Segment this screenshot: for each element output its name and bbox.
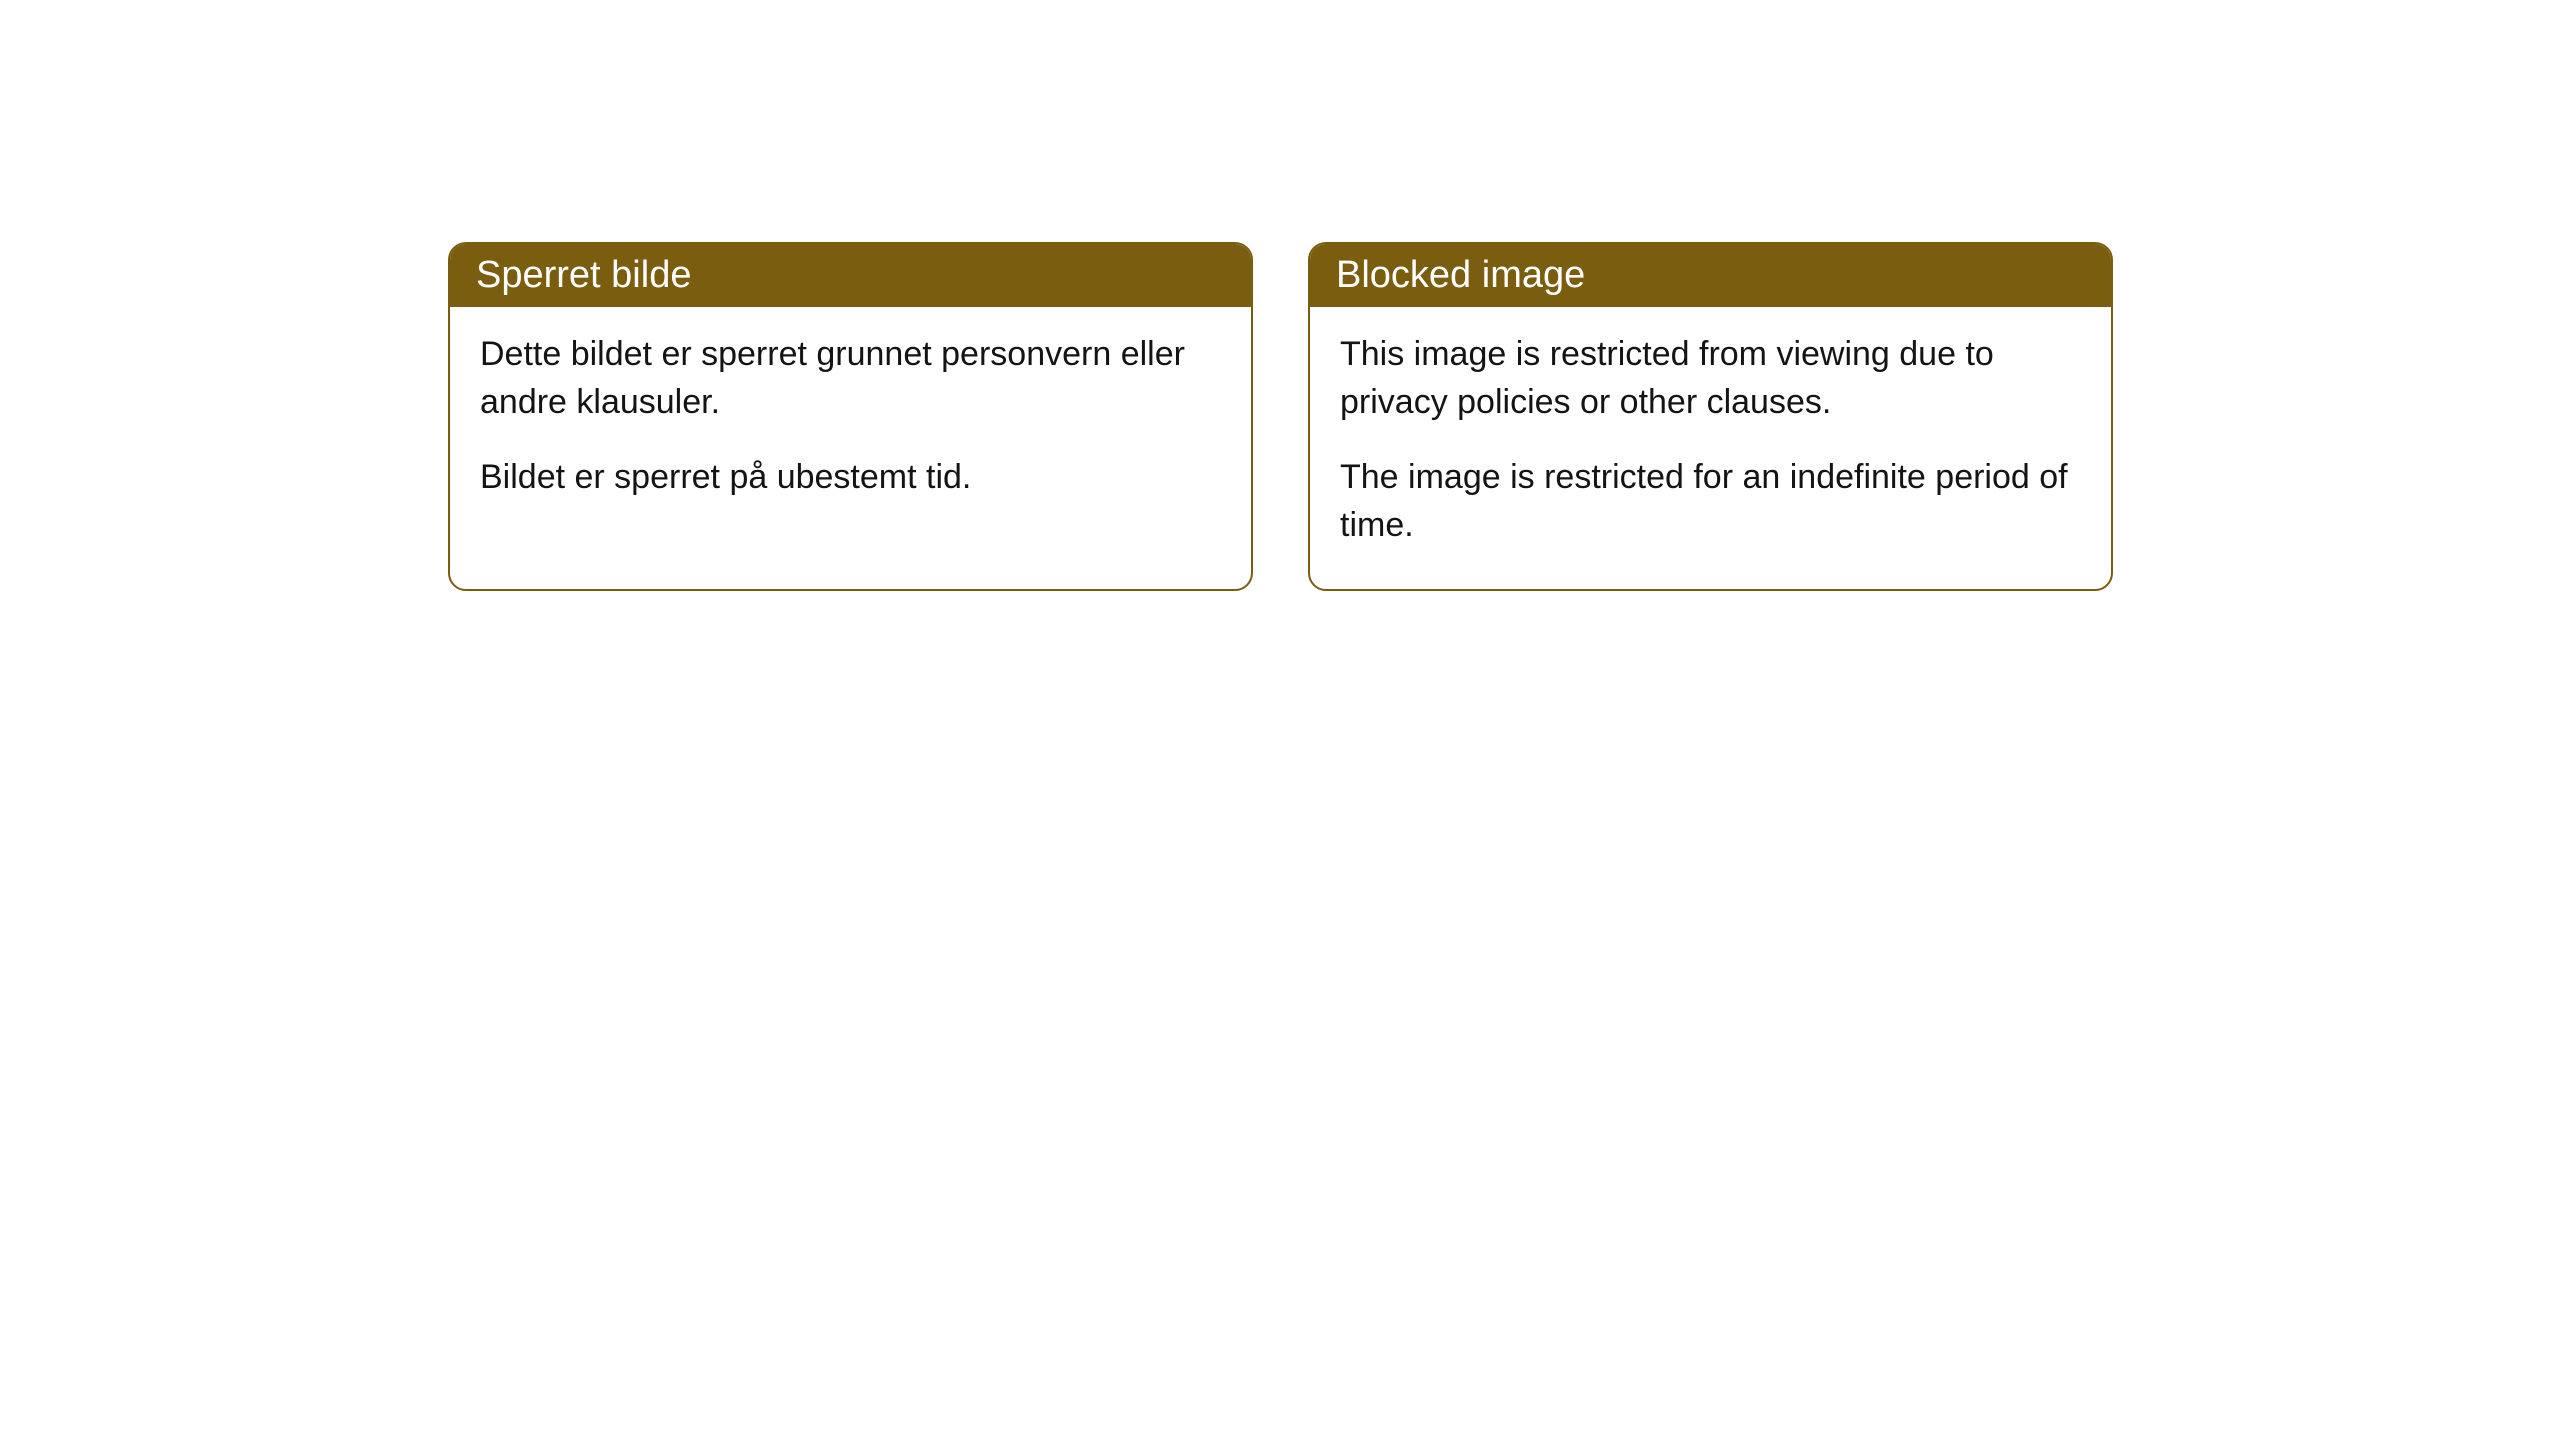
notice-card-norwegian: Sperret bilde Dette bildet er sperret gr… — [448, 242, 1253, 591]
notice-paragraph: Bildet er sperret på ubestemt tid. — [480, 454, 1221, 502]
notice-paragraph: The image is restricted for an indefinit… — [1340, 454, 2081, 549]
card-body: This image is restricted from viewing du… — [1310, 307, 2111, 589]
card-header: Blocked image — [1310, 244, 2111, 307]
card-header: Sperret bilde — [450, 244, 1251, 307]
notice-paragraph: This image is restricted from viewing du… — [1340, 331, 2081, 426]
notice-card-english: Blocked image This image is restricted f… — [1308, 242, 2113, 591]
card-body: Dette bildet er sperret grunnet personve… — [450, 307, 1251, 542]
card-title: Sperret bilde — [476, 254, 691, 296]
notice-paragraph: Dette bildet er sperret grunnet personve… — [480, 331, 1221, 426]
card-title: Blocked image — [1336, 254, 1585, 296]
notice-container: Sperret bilde Dette bildet er sperret gr… — [0, 0, 2560, 591]
